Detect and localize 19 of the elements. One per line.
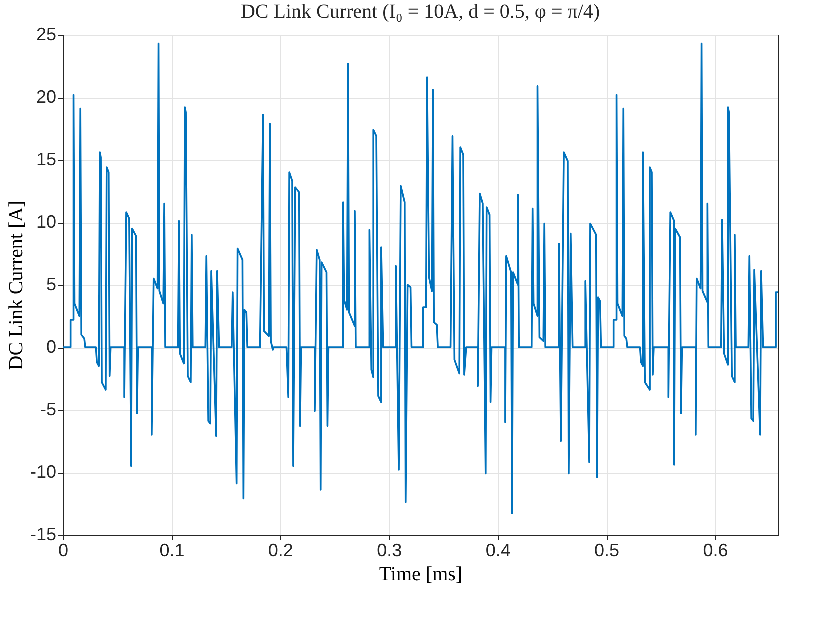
y-tick-label: 15 xyxy=(36,150,56,170)
y-tick-label: 20 xyxy=(36,87,56,107)
y-tick-label: 10 xyxy=(36,212,56,232)
x-tick-label: 0.3 xyxy=(377,540,402,560)
x-tick-label: 0.4 xyxy=(486,540,511,560)
y-tick-label: 5 xyxy=(46,274,56,294)
y-tick-label: -10 xyxy=(30,462,56,482)
y-tick-label: 0 xyxy=(46,337,56,357)
y-tick-label: -5 xyxy=(40,400,56,420)
chart-title: DC Link Current (I₀ = 10A, d = 0.5, φ = π/4) xyxy=(240,1,600,23)
x-axis-title: Time [ms] xyxy=(379,564,463,586)
x-tick-label: 0.2 xyxy=(268,540,294,560)
y-tick-label: -15 xyxy=(30,524,56,544)
x-tick-label: 0.5 xyxy=(594,540,620,560)
x-tick-label: 0.6 xyxy=(703,540,728,560)
line-series xyxy=(63,42,778,515)
x-tick-label: 0.1 xyxy=(160,540,185,560)
y-tick-label: 25 xyxy=(36,24,56,44)
y-axis-title: DC Link Current [A] xyxy=(5,200,28,370)
